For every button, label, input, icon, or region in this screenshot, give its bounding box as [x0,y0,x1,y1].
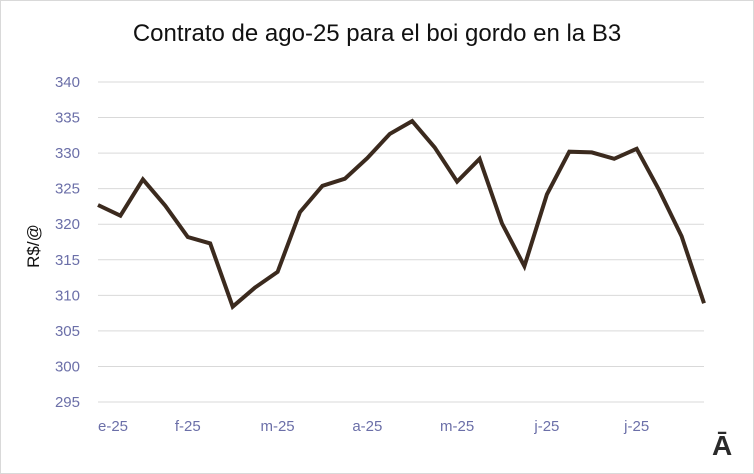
chart-title: Contrato de ago-25 para el boi gordo en … [132,20,622,47]
y-tick-label: 295 [55,394,80,411]
y-tick-label: 305 [55,323,80,340]
y-tick-label: 320 [55,216,80,233]
y-tick-label: 315 [55,252,80,269]
series-line [97,118,706,311]
x-tick-label: e-25 [98,418,128,435]
y-tick-label: 310 [55,287,80,304]
x-tick-label: m-25 [440,418,474,435]
x-tick-label: m-25 [260,418,294,435]
brand-logo: Ā [712,430,733,461]
y-tick-label: 330 [55,145,80,162]
x-tick-label: j-25 [533,418,559,435]
x-tick-label: f-25 [175,418,201,435]
y-tick-label: 300 [55,358,80,375]
y-tick-label: 335 [55,110,80,127]
y-tick-label: 340 [55,74,80,91]
x-tick-label: j-25 [623,418,649,435]
x-tick-label: a-25 [352,418,382,435]
y-tick-label: 325 [55,181,80,198]
